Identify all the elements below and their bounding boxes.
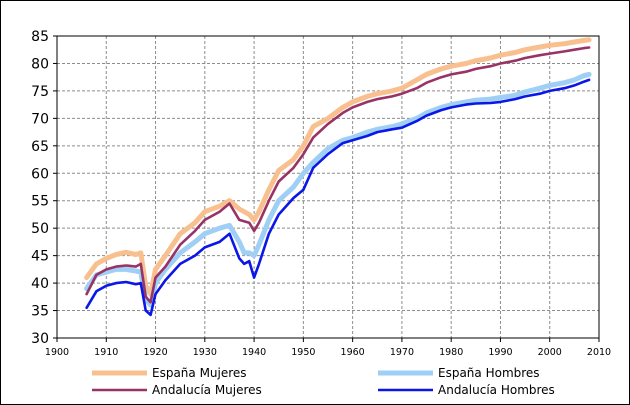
series-line-andaluc-a-mujeres [85,46,591,304]
series-line-espa-a-hombres [84,71,592,308]
legend: España Mujeres España Hombres Andalucía Mu… [92,366,555,397]
series-line-andaluc-a-hombres [85,78,591,317]
y-tick-label: 60 [31,166,49,182]
x-tick-label: 1930 [193,347,217,358]
x-tick-label: 1970 [390,347,414,358]
x-tick-labels: 1900 1910 1920 1930 1940 1950 1960 1970 1980 1990… [45,347,611,358]
x-tick-label: 1910 [94,347,118,358]
y-tick-label: 80 [31,56,49,72]
x-tick-label: 1960 [341,347,365,358]
y-tick-label: 50 [31,221,49,237]
legend-item: España Hombres [378,366,540,380]
legend-item: Andalucía Hombres [378,383,555,397]
y-tick-label: 55 [31,194,49,210]
y-tick-label: 75 [31,84,49,100]
y-tick-label: 65 [31,139,49,155]
x-tick-label: 2010 [587,347,611,358]
x-tick-label: 1940 [242,347,266,358]
x-tick-label: 1990 [488,347,512,358]
plot-area [57,36,599,338]
x-tick-label: 1980 [439,347,463,358]
y-tick-label: 35 [31,304,49,320]
x-tick-label: 2000 [538,347,562,358]
legend-label: Andalucía Mujeres [152,383,262,397]
x-tick-label: 1950 [291,347,315,358]
series-line-espa-a-mujeres [84,37,592,297]
series-lines [84,37,592,317]
legend-item: Andalucía Mujeres [92,383,262,397]
y-tick-label: 30 [31,331,49,347]
x-tick-label: 1920 [143,347,167,358]
y-tick-label: 40 [31,276,49,292]
legend-label: España Mujeres [152,366,247,380]
y-tick-label: 70 [31,111,49,127]
legend-item: España Mujeres [92,366,247,380]
y-tick-labels: 30 35 40 45 50 55 60 65 70 75 80 85 [31,29,49,347]
legend-label: Andalucía Hombres [438,383,555,397]
y-tick-label: 85 [31,29,49,45]
axes [53,35,600,342]
x-tick-label: 1900 [45,347,69,358]
legend-label: España Hombres [438,366,540,380]
plot-border [56,35,600,339]
y-tick-label: 45 [31,249,49,265]
